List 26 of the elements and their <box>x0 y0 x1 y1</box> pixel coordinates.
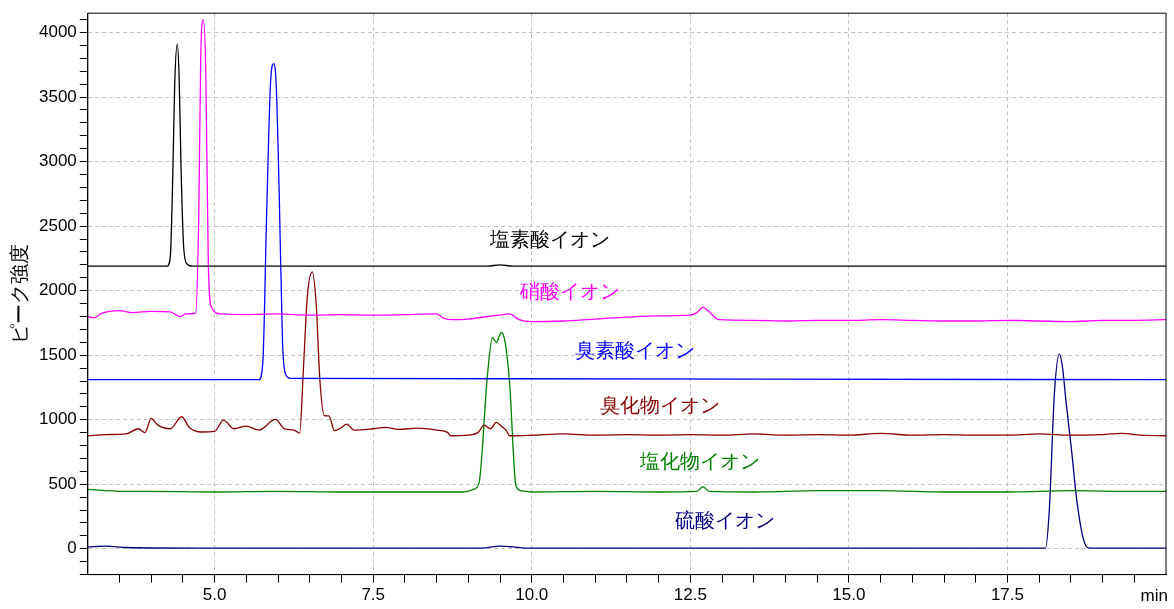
x-axis-title: min <box>1140 586 1168 606</box>
y-tick-label: 3000 <box>38 151 77 171</box>
y-tick-label: 3500 <box>38 86 77 106</box>
series-label: 塩化物イオン <box>639 449 760 474</box>
y-tick-label: 2000 <box>38 280 77 300</box>
series-label: 臭素酸イオン <box>575 338 695 363</box>
x-tick-label: 15.0 <box>832 585 866 605</box>
series-label: 硝酸イオン <box>519 279 620 304</box>
line-series <box>87 271 1166 437</box>
series-label: 硫酸イオン <box>675 508 775 533</box>
line-series <box>87 331 1166 493</box>
series-label: 臭化物イオン <box>600 393 720 418</box>
x-tick-label: 5.0 <box>202 585 227 605</box>
y-tick-label: 2500 <box>38 215 77 235</box>
series-label: 塩素酸イオン <box>489 227 610 252</box>
x-tick-label: 12.5 <box>673 585 707 605</box>
x-tick-label: 10.0 <box>515 585 549 605</box>
y-tick-label: 1000 <box>38 409 77 429</box>
y-tick-label: 500 <box>48 473 77 493</box>
y-axis-title: ピーク強度 <box>7 243 30 344</box>
y-tick-label: 4000 <box>38 22 77 42</box>
y-tick-label: 1500 <box>38 344 77 364</box>
x-tick-label: 7.5 <box>361 585 386 605</box>
line-series <box>87 62 1166 381</box>
x-tick-label: 17.5 <box>990 585 1024 605</box>
y-tick-label: 0 <box>67 538 77 558</box>
